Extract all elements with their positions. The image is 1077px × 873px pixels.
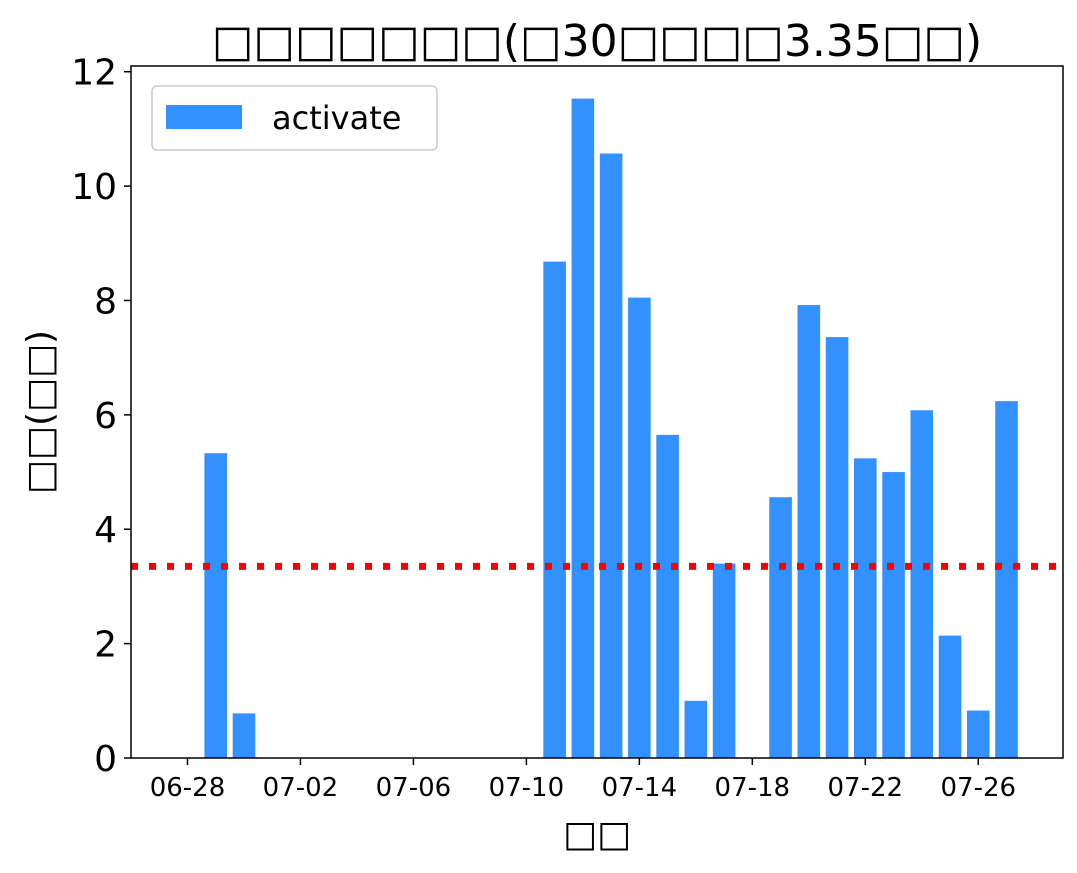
bar xyxy=(712,563,736,758)
bar xyxy=(966,710,990,758)
x-tick-label: 07-14 xyxy=(602,773,678,803)
bar xyxy=(232,713,256,758)
bar xyxy=(656,434,679,758)
bar xyxy=(995,401,1018,758)
bar xyxy=(938,635,962,758)
bar xyxy=(628,297,651,758)
legend-swatch xyxy=(166,105,242,129)
y-tick-label: 10 xyxy=(71,167,117,208)
x-axis-label: □□ xyxy=(563,814,631,855)
y-tick-label: 2 xyxy=(94,625,117,666)
x-tick-label: 06-28 xyxy=(150,773,226,803)
x-tick-label: 07-18 xyxy=(715,773,791,803)
bar xyxy=(684,700,708,758)
bar xyxy=(882,472,905,758)
bar xyxy=(825,337,849,758)
bar xyxy=(599,153,623,758)
x-tick-label: 07-26 xyxy=(940,773,1016,803)
bar xyxy=(204,453,228,758)
bar xyxy=(910,410,934,758)
bar xyxy=(571,98,595,759)
y-tick-label: 6 xyxy=(94,396,117,437)
y-axis: 0 2 4 6 8 10 12 xyxy=(71,53,131,780)
x-tick-label: 07-02 xyxy=(263,773,339,803)
bar xyxy=(543,261,566,758)
bar xyxy=(797,305,821,758)
x-tick-label: 07-06 xyxy=(376,773,452,803)
legend: activate xyxy=(151,85,438,151)
x-axis: 06-28 07-02 07-06 07-10 07-14 07-18 07-22 07-26 xyxy=(150,758,1016,803)
bar xyxy=(769,497,792,758)
y-tick-label: 8 xyxy=(94,281,117,322)
bar xyxy=(854,458,877,758)
legend-box xyxy=(151,85,438,151)
plot-area-frame xyxy=(130,65,1064,759)
y-axis-label: □□(□□) xyxy=(20,330,61,494)
bars-layer xyxy=(204,98,1018,759)
x-tick-label: 07-10 xyxy=(489,773,565,803)
chart-title: □□□□□□□(□30□□□□3.35□□) xyxy=(212,16,982,67)
y-tick-label: 4 xyxy=(94,510,117,551)
x-tick-label: 07-22 xyxy=(828,773,904,803)
y-tick-label: 0 xyxy=(94,739,117,780)
legend-label: activate xyxy=(272,99,401,137)
y-tick-label: 12 xyxy=(71,53,117,94)
